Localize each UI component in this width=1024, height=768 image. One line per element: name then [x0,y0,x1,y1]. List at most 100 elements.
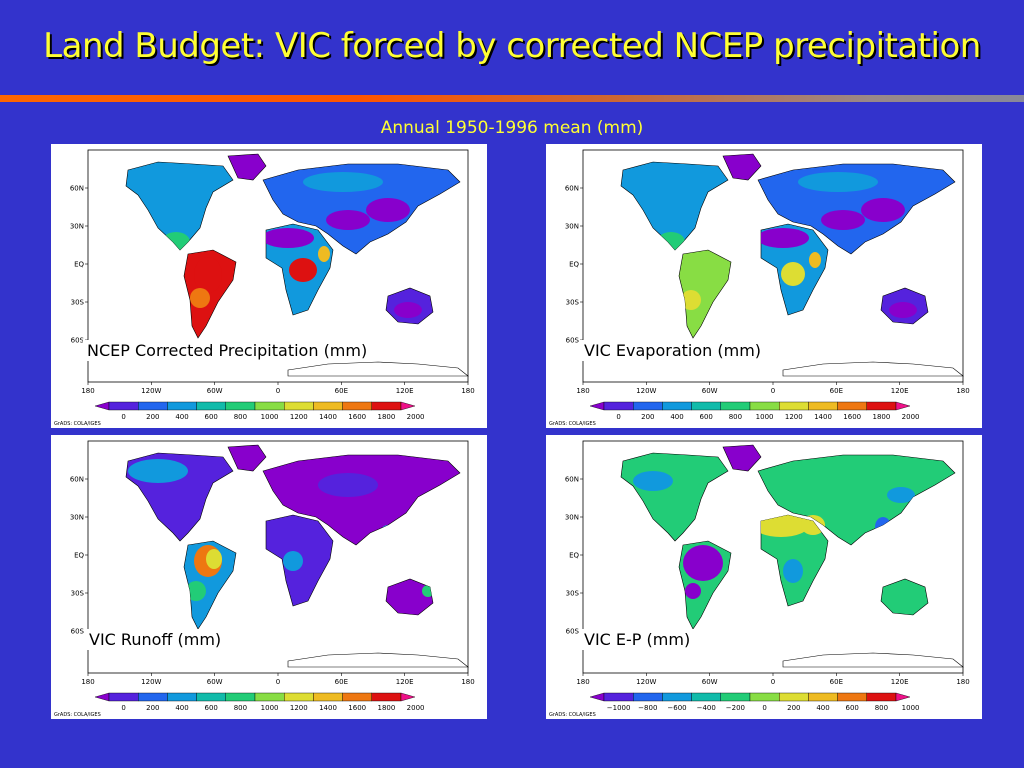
field-blob [889,302,917,318]
lon-tick-label: 120E [891,387,909,395]
grads-credit: GrADS: COLA/IGES [549,712,596,718]
colorbar-segment [603,401,634,411]
lon-tick-label: 0 [771,387,775,395]
colorbar-end-low [94,401,110,411]
colorbar-segment [196,692,226,702]
colorbar-label: 800 [234,413,247,421]
colorbar-end-high [400,401,416,411]
colorbar-segment [167,692,197,702]
lat-tick-label: 30N [565,514,579,522]
colorbar-label: 1400 [319,413,337,421]
colorbar-label: 1600 [843,413,861,421]
colorbar-label: −200 [726,704,745,712]
lat-tick-label: 30S [566,299,580,307]
field-blob [206,549,222,569]
field-blob [366,198,410,222]
field-blob [318,246,330,262]
field-blob [128,459,188,483]
field-blob [821,210,865,230]
colorbar-segment [254,692,285,702]
colorbar-label: −400 [697,704,716,712]
field-blob [681,290,701,310]
colorbar-segment [138,692,168,702]
lon-tick-label: 60E [830,678,843,686]
field-blob [683,252,719,288]
colorbar-segment [808,401,838,411]
colorbar-label: 0 [616,413,620,421]
colorbar-segment [342,401,373,411]
colorbar-label: 1000 [261,704,279,712]
slide-title: Land Budget: VIC forced by corrected NCE… [43,26,981,66]
field-blob [633,471,673,491]
field-blob [685,583,701,599]
colorbar-segment [633,401,663,411]
lon-tick-label: 180 [81,678,94,686]
colorbar-label: 1200 [290,704,308,712]
lat-tick-label: 30S [71,299,85,307]
colorbar-label: 1800 [377,413,395,421]
field-blob [683,545,723,581]
grads-credit: GrADS: COLA/IGES [549,421,596,427]
colorbar-end-high [400,692,416,702]
colorbar-segment [167,401,197,411]
land-antarctica [782,652,964,668]
colorbar-segment [749,401,780,411]
field-blob [801,515,825,535]
lat-tick-label: 30N [565,223,579,231]
lon-tick-label: 120W [636,678,656,686]
lat-tick-label: 60N [565,476,579,484]
map-panel-evaporation: 60N 30N EQ 30S 60S 180 120W 60W 0 60E 120E 180 0 200 4… [546,144,982,428]
colorbar-segment [225,692,256,702]
colorbar-label: 1800 [377,704,395,712]
field-blob [887,487,915,503]
land-australia [385,578,434,616]
colorbar-segment [778,401,809,411]
colorbar-end-low [589,401,605,411]
lon-tick-label: 120E [396,678,414,686]
colorbar-label: 200 [787,704,800,712]
colorbar-segment [720,692,751,702]
lon-tick-label: 120W [141,678,161,686]
colorbar-label: −1000 [607,704,631,712]
colorbar-segment [837,401,868,411]
colorbar-label: 1000 [261,413,279,421]
land-greenland [722,153,762,181]
colorbar-label: 800 [875,704,888,712]
lon-tick-label: 180 [956,678,969,686]
lon-tick-label: 60W [702,387,718,395]
lon-tick-label: 180 [81,387,94,395]
colorbar-end-low [94,692,110,702]
field-blob [394,302,422,318]
map-panel-precipitation: 60N 30N EQ 30S 60S 180 120W 60W 0 60E 120E 180 0 200 4… [51,144,487,428]
colorbar-segment [225,401,256,411]
lon-tick-label: 0 [276,387,280,395]
colorbar-segment [691,401,721,411]
lon-tick-label: 60E [335,387,348,395]
map-frame: 60N 30N EQ 30S 60S 180 120W 60W 0 60E 120E 180 [70,440,475,686]
colorbar-label: 2000 [407,413,425,421]
colorbar-label: 400 [816,704,829,712]
colorbar-label: 400 [175,413,188,421]
colorbar-label: 0 [121,413,125,421]
lat-tick-label: EQ [569,261,579,269]
colorbar-segment [313,692,343,702]
map-label-e-minus-p: VIC E-P (mm) [580,629,695,650]
colorbar-segment [691,692,721,702]
map-label-evaporation: VIC Evaporation (mm) [580,340,766,361]
lon-tick-label: 120W [141,387,161,395]
lat-tick-label: 60S [71,337,85,345]
colorbar: 0 200 400 600 800 1000 1200 1400 1600 1800 2000 [589,401,920,421]
field-blob [289,258,317,282]
lon-tick-label: 180 [576,678,589,686]
grads-credit: GrADS: COLA/IGES [54,712,101,718]
lat-tick-label: 60N [565,185,579,193]
lat-tick-label: 60S [566,628,580,636]
colorbar-label: 0 [121,704,125,712]
lat-tick-label: 30S [71,590,85,598]
colorbar-segment [313,401,343,411]
field-blob [194,257,222,293]
colorbar-end-high [895,401,911,411]
land-antarctica [287,652,469,668]
